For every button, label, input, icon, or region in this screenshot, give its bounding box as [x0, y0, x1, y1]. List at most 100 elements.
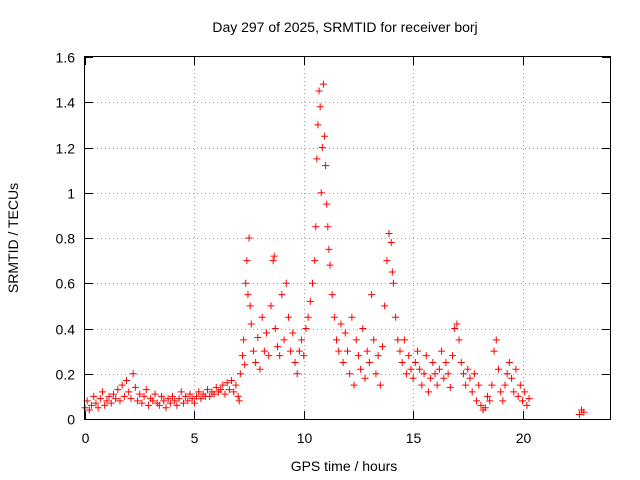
- data-point: [514, 392, 522, 400]
- data-point: [94, 404, 102, 412]
- data-point: [321, 132, 329, 140]
- data-points: [81, 80, 588, 418]
- data-point: [204, 386, 211, 394]
- data-point: [230, 388, 238, 396]
- x-tick-label: 0: [82, 430, 90, 446]
- data-point: [263, 329, 271, 337]
- data-point: [486, 397, 494, 405]
- data-point: [429, 358, 437, 366]
- data-point: [140, 392, 148, 400]
- data-point: [385, 229, 393, 237]
- data-point: [521, 388, 529, 396]
- data-point: [333, 336, 341, 344]
- data-point: [313, 155, 321, 163]
- data-point: [323, 200, 331, 208]
- data-point: [252, 358, 260, 366]
- grid: [85, 57, 610, 419]
- data-point: [311, 257, 319, 265]
- data-point: [388, 268, 396, 276]
- data-point: [359, 325, 367, 332]
- data-point: [510, 388, 518, 396]
- data-point: [306, 297, 314, 305]
- data-point: [499, 397, 507, 405]
- data-point: [376, 381, 384, 389]
- data-point: [293, 370, 301, 378]
- data-point: [278, 291, 286, 299]
- data-point: [90, 392, 98, 400]
- data-point: [99, 388, 106, 396]
- data-point: [265, 352, 273, 360]
- x-tick-label: 5: [191, 430, 199, 446]
- data-point: [225, 386, 233, 394]
- data-point: [335, 347, 343, 355]
- data-point: [409, 374, 417, 382]
- data-point: [473, 397, 481, 405]
- data-point: [330, 313, 338, 321]
- data-point: [484, 392, 491, 400]
- data-point: [151, 390, 159, 398]
- x-tick-label: 20: [516, 430, 532, 446]
- x-axis-label: GPS time / hours: [291, 458, 398, 474]
- data-point: [440, 374, 448, 382]
- data-point: [256, 365, 264, 373]
- data-point: [516, 381, 524, 389]
- data-point: [190, 399, 198, 407]
- data-point: [344, 347, 351, 355]
- data-point: [109, 390, 117, 398]
- data-point: [300, 352, 308, 360]
- data-point: [149, 397, 157, 405]
- x-tick-label: 15: [406, 430, 422, 446]
- data-point: [505, 358, 513, 366]
- data-point: [422, 352, 430, 360]
- data-point: [302, 325, 310, 332]
- data-point: [464, 365, 472, 373]
- data-point: [118, 381, 126, 389]
- data-point: [240, 336, 248, 344]
- data-point: [235, 397, 243, 405]
- data-point: [365, 358, 373, 366]
- data-point: [186, 390, 194, 398]
- data-point: [269, 257, 277, 265]
- data-point: [315, 87, 323, 95]
- data-point: [298, 336, 306, 344]
- data-point: [312, 223, 320, 231]
- data-point: [325, 245, 333, 253]
- data-point: [318, 144, 326, 151]
- data-point: [274, 343, 281, 351]
- data-point: [144, 401, 152, 409]
- data-point: [107, 399, 115, 407]
- data-point: [405, 352, 413, 360]
- y-tick-label: 0.6: [56, 276, 76, 292]
- data-point: [525, 395, 533, 403]
- data-point: [309, 279, 316, 287]
- data-point: [438, 347, 446, 355]
- data-point: [316, 103, 324, 111]
- data-point: [475, 381, 483, 389]
- data-point: [184, 397, 192, 405]
- data-point: [328, 291, 336, 299]
- data-point: [462, 381, 470, 389]
- data-point: [114, 386, 122, 394]
- data-point: [131, 383, 139, 391]
- data-point: [136, 390, 144, 398]
- y-tick-label: 0.4: [56, 322, 76, 338]
- data-point: [210, 390, 218, 398]
- data-point: [392, 313, 400, 321]
- data-point: [280, 336, 288, 344]
- data-point: [246, 302, 254, 310]
- data-point: [239, 352, 246, 360]
- data-point: [103, 397, 111, 405]
- data-point: [96, 395, 104, 403]
- data-point: [212, 383, 220, 391]
- data-point: [394, 336, 402, 344]
- data-point: [488, 381, 496, 389]
- data-point: [339, 358, 347, 366]
- data-point: [169, 392, 176, 400]
- data-point: [494, 365, 502, 373]
- data-point: [466, 374, 474, 382]
- data-point: [372, 370, 380, 378]
- data-point: [314, 121, 322, 129]
- data-point: [162, 404, 170, 412]
- data-point: [396, 347, 404, 355]
- y-tick-label: 1.6: [56, 50, 76, 66]
